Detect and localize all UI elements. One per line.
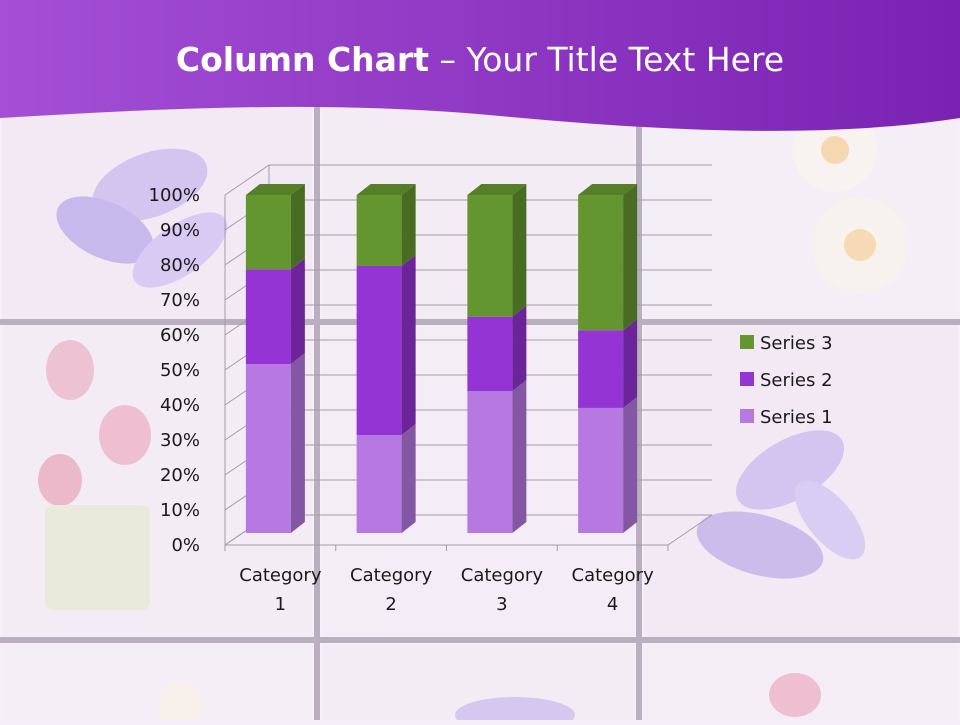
x-category-label: Category 3 — [461, 565, 544, 615]
bar-side-2 — [623, 319, 638, 408]
y-tick-label: 50% — [160, 360, 200, 381]
y-tick-label: 80% — [160, 255, 200, 276]
bar-side-3 — [401, 184, 416, 266]
bar-side-3 — [512, 184, 527, 317]
y-tick-label: 100% — [149, 185, 200, 206]
bar-segment-1 — [578, 407, 624, 533]
legend-swatch — [740, 372, 754, 386]
bar-top — [356, 184, 416, 195]
bar-side-1 — [512, 380, 527, 533]
x-category-label: Category 1 — [239, 565, 322, 615]
legend-swatch — [740, 409, 754, 423]
y-tick-label: 30% — [160, 430, 200, 451]
bar-side-1 — [623, 396, 638, 533]
y-tick-label: 90% — [160, 220, 200, 241]
bar-top — [467, 184, 527, 195]
bar-side-2 — [290, 258, 305, 364]
bar-side-2 — [512, 305, 527, 392]
y-tick-label: 60% — [160, 325, 200, 346]
x-category-label: Category 4 — [572, 565, 655, 615]
y-tick-label: 70% — [160, 290, 200, 311]
bar-segment-3 — [245, 195, 291, 270]
bar-segment-1 — [245, 364, 291, 533]
bar-side-1 — [290, 353, 305, 533]
y-tick-label: 10% — [160, 500, 200, 521]
bar-segment-2 — [245, 269, 291, 364]
bar-side-3 — [623, 184, 638, 331]
bar-segment-1 — [356, 434, 402, 533]
legend-swatch — [740, 335, 754, 349]
y-tick-label: 0% — [171, 535, 200, 556]
y-tick-label: 40% — [160, 395, 200, 416]
bar-segment-1 — [467, 391, 513, 533]
bar-side-3 — [290, 184, 305, 270]
floor-edge — [667, 514, 713, 546]
bar-segment-2 — [356, 265, 402, 435]
bar-side-1 — [401, 423, 416, 533]
legend-label: Series 1 — [760, 407, 833, 428]
bar-segment-2 — [578, 330, 624, 408]
legend-label: Series 3 — [760, 333, 833, 354]
bar-segment-3 — [467, 195, 513, 317]
bar-top — [578, 184, 638, 195]
bar-segment-2 — [467, 316, 513, 392]
title-bold: Column Chart — [175, 40, 429, 79]
bar-segment-3 — [578, 195, 624, 331]
header-banner — [0, 0, 960, 131]
bar-side-2 — [401, 254, 416, 435]
legend-label: Series 2 — [760, 370, 833, 391]
gridline-depth — [224, 164, 270, 196]
slide-title: Column Chart – Your Title Text Here — [0, 40, 960, 79]
x-category-label: Category 2 — [350, 565, 433, 615]
title-rest: – Your Title Text Here — [428, 40, 785, 79]
bar-top — [245, 184, 305, 195]
y-tick-label: 20% — [160, 465, 200, 486]
bar-segment-3 — [356, 195, 402, 266]
